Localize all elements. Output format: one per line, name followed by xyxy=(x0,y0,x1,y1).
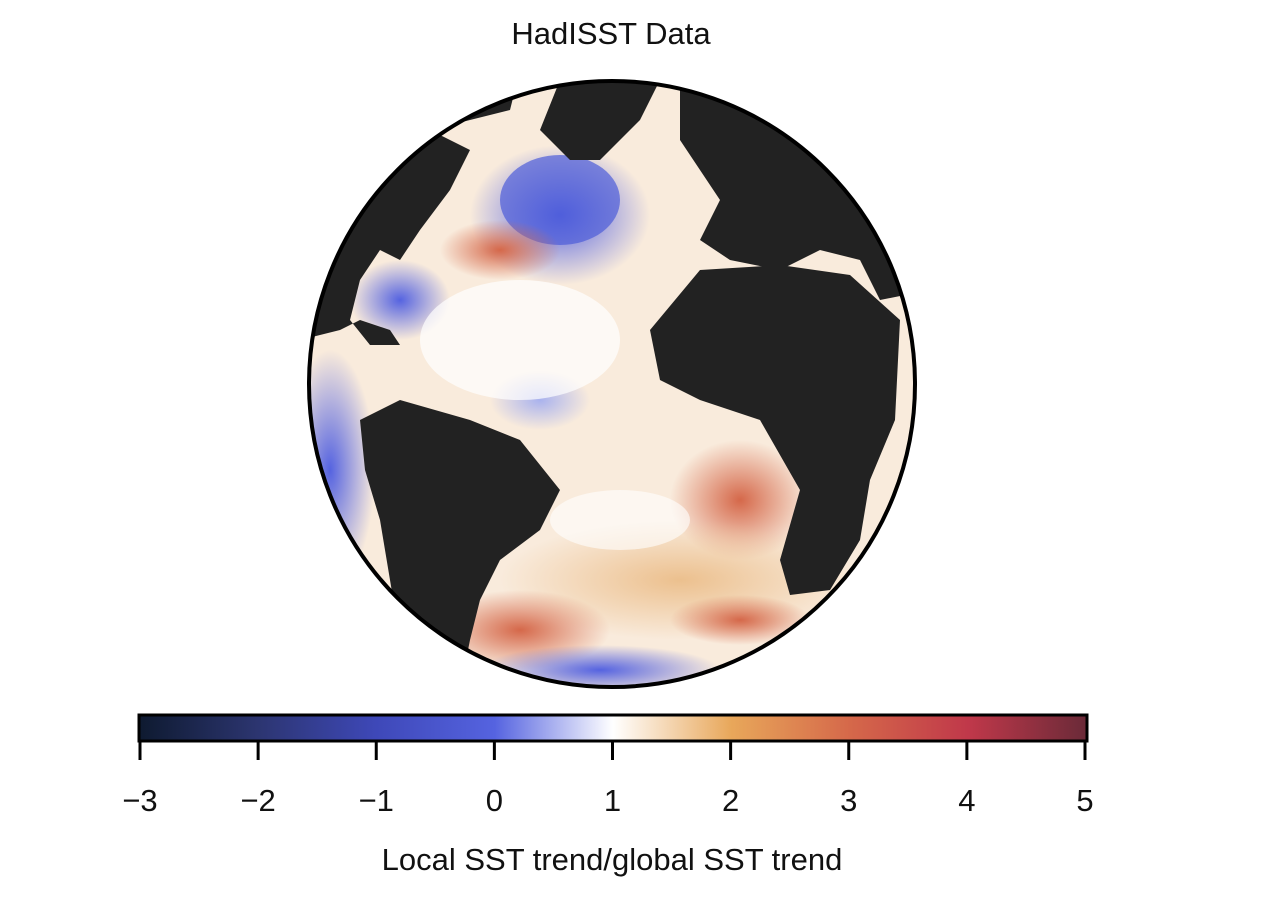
globe-outline xyxy=(307,79,917,689)
colorbar-tick-label: 0 xyxy=(485,783,503,818)
colorbar-tick-label: 2 xyxy=(722,783,740,818)
greenland-land xyxy=(540,81,660,160)
colorbar-tick-label: −3 xyxy=(122,783,158,818)
map-title: HadISST Data xyxy=(511,16,711,51)
colorbar-tick-label: 3 xyxy=(840,783,858,818)
colorbar-tick-label: 1 xyxy=(603,783,622,818)
colorbar-tick-label: 5 xyxy=(1076,783,1094,818)
colorbar-tick-label: −2 xyxy=(240,783,276,818)
ocean-field xyxy=(309,81,915,687)
colorbar-label: Local SST trend/global SST trend xyxy=(381,842,843,877)
africa-land xyxy=(650,265,900,595)
colorbar-tick-label: −1 xyxy=(358,783,394,818)
colorbar-tick-label: 4 xyxy=(958,783,976,818)
colorbar xyxy=(137,713,1089,743)
